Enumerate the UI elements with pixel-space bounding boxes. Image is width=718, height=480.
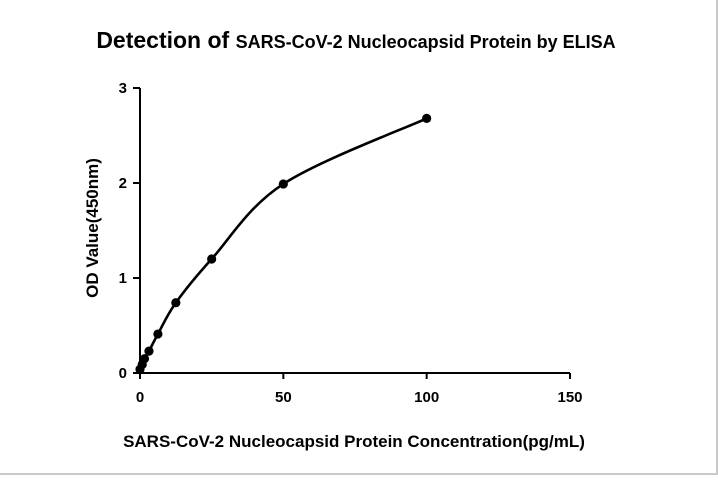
y-tick-label-2: 2 — [119, 175, 127, 192]
fit-curve — [138, 117, 428, 370]
chart-title-suffix: SARS-CoV-2 Nucleocapsid Protein by ELISA — [236, 32, 616, 52]
y-tick-label-0: 0 — [119, 365, 127, 382]
data-point-2 — [139, 354, 150, 364]
y-axis-label: OD Value(450nm) — [83, 158, 102, 298]
x-tick-label-3: 150 — [557, 389, 582, 406]
y-tick-label-1: 1 — [119, 270, 127, 287]
data-point-5 — [171, 298, 181, 308]
chart-title-prefix: Detection of — [96, 27, 235, 53]
window-edge-bottom — [0, 473, 718, 475]
chart-title: Detection of SARS-CoV-2 Nucleocapsid Pro… — [96, 27, 615, 53]
x-tick-label-0: 0 — [136, 389, 144, 406]
window-edge-right — [716, 0, 718, 475]
data-point-7 — [278, 179, 288, 189]
data-point-6 — [207, 254, 217, 264]
data-point-3 — [144, 346, 154, 356]
x-tick-label-1: 50 — [275, 389, 292, 406]
x-axis-label: SARS-CoV-2 Nucleocapsid Protein Concentr… — [123, 432, 585, 451]
data-point-8 — [422, 113, 432, 123]
y-tick-label-3: 3 — [119, 80, 127, 97]
x-tick-label-2: 100 — [414, 389, 439, 406]
plot-area: 0 50 100 150 0 1 2 3 — [119, 80, 583, 406]
data-point-4 — [153, 329, 163, 339]
